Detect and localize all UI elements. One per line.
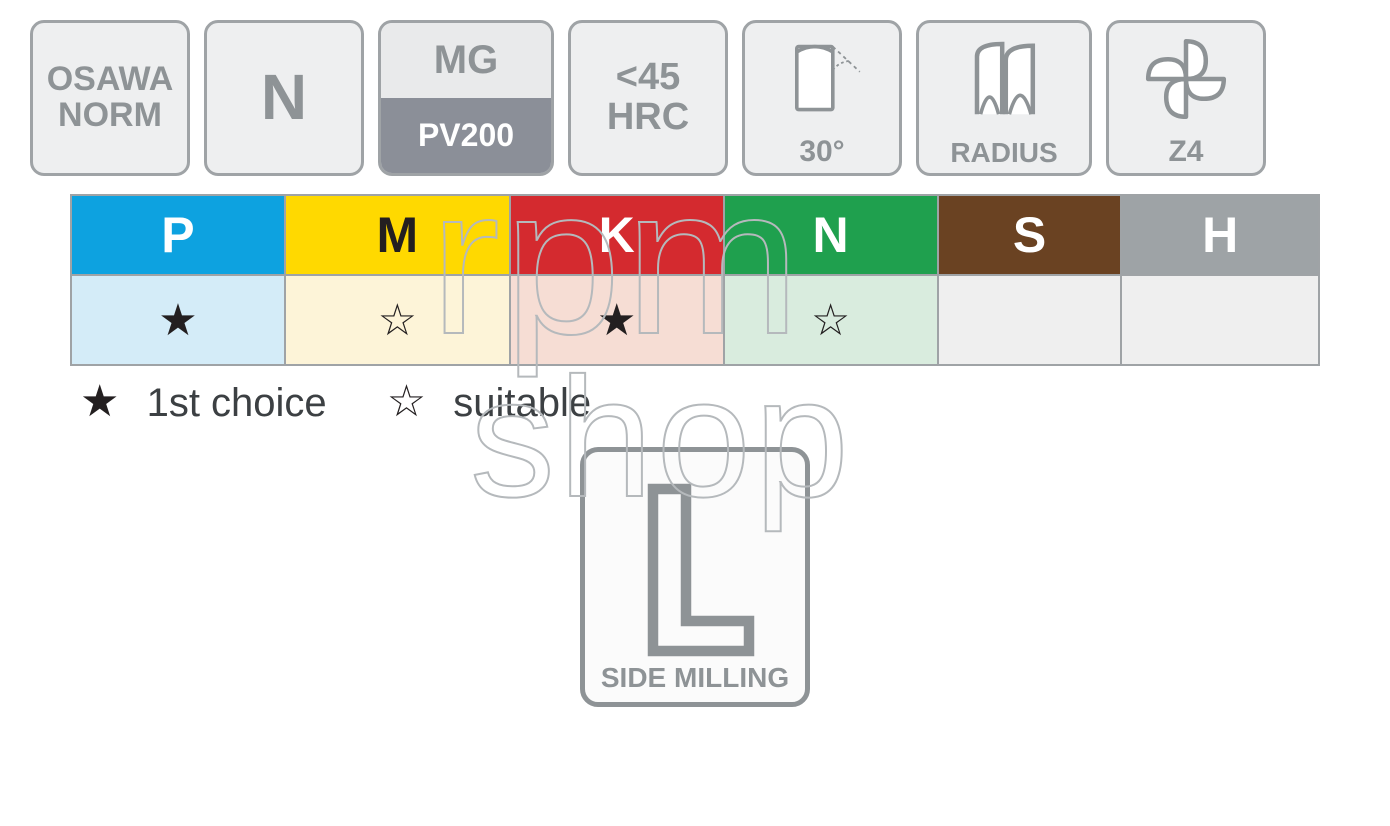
- badge-row: OSAWANORM N MGPV200 <45HRC 30° RADIUS Z4: [30, 20, 1360, 176]
- material-cell-N: ☆: [724, 275, 938, 365]
- material-head-H: H: [1121, 195, 1319, 275]
- badge-mg-bottom: PV200: [381, 98, 551, 173]
- bottom-badge-row: SIDE MILLING: [70, 447, 1320, 707]
- materials-header-row: PMKNSH: [71, 195, 1319, 275]
- badge-mg: MGPV200: [378, 20, 554, 176]
- badge-n-label: N: [261, 64, 307, 131]
- badge-radius-caption: RADIUS: [950, 137, 1057, 173]
- material-cell-S: [938, 275, 1122, 365]
- legend-first-label: 1st choice: [147, 381, 327, 425]
- radius-icon: [919, 23, 1089, 137]
- star-outline-icon: ☆: [378, 296, 417, 345]
- side-milling-badge: SIDE MILLING: [580, 447, 810, 707]
- star-filled-icon: ★: [597, 296, 636, 345]
- materials-table: PMKNSH ★ ☆ ★ ☆: [70, 194, 1320, 366]
- material-cell-K: ★: [510, 275, 724, 365]
- star-outline-icon: ☆: [387, 377, 426, 426]
- materials-star-row: ★ ☆ ★ ☆: [71, 275, 1319, 365]
- badge-osawa-label: OSAWANORM: [47, 62, 174, 133]
- material-head-P: P: [71, 195, 285, 275]
- material-head-S: S: [938, 195, 1122, 275]
- legend-first: ★ 1st choice: [80, 376, 327, 427]
- badge-angle: 30°: [742, 20, 902, 176]
- material-cell-P: ★: [71, 275, 285, 365]
- legend-suitable: ☆ suitable: [387, 376, 591, 427]
- material-head-K: K: [510, 195, 724, 275]
- badge-z4: Z4: [1106, 20, 1266, 176]
- star-filled-icon: ★: [80, 377, 119, 426]
- side-milling-L-icon: [620, 472, 770, 662]
- badge-angle-caption: 30°: [799, 135, 844, 173]
- star-outline-icon: ☆: [811, 296, 850, 345]
- side-milling-caption: SIDE MILLING: [601, 662, 789, 694]
- angle30-icon: [745, 23, 899, 135]
- badge-z4-caption: Z4: [1168, 135, 1203, 173]
- materials-block: PMKNSH ★ ☆ ★ ☆ ★ 1st choice ☆ suitable SIDE…: [70, 194, 1320, 707]
- badge-mg-top: MG: [381, 23, 551, 98]
- material-cell-M: ☆: [285, 275, 510, 365]
- legend: ★ 1st choice ☆ suitable: [80, 376, 1320, 427]
- badge-hrc: <45HRC: [568, 20, 728, 176]
- material-cell-H: [1121, 275, 1319, 365]
- legend-suitable-label: suitable: [453, 381, 591, 425]
- badge-radius: RADIUS: [916, 20, 1092, 176]
- badge-osawa: OSAWANORM: [30, 20, 190, 176]
- star-filled-icon: ★: [158, 296, 197, 345]
- badge-n: N: [204, 20, 364, 176]
- z4-icon: [1109, 23, 1263, 135]
- material-head-N: N: [724, 195, 938, 275]
- badge-hrc-label: <45HRC: [607, 58, 689, 138]
- material-head-M: M: [285, 195, 510, 275]
